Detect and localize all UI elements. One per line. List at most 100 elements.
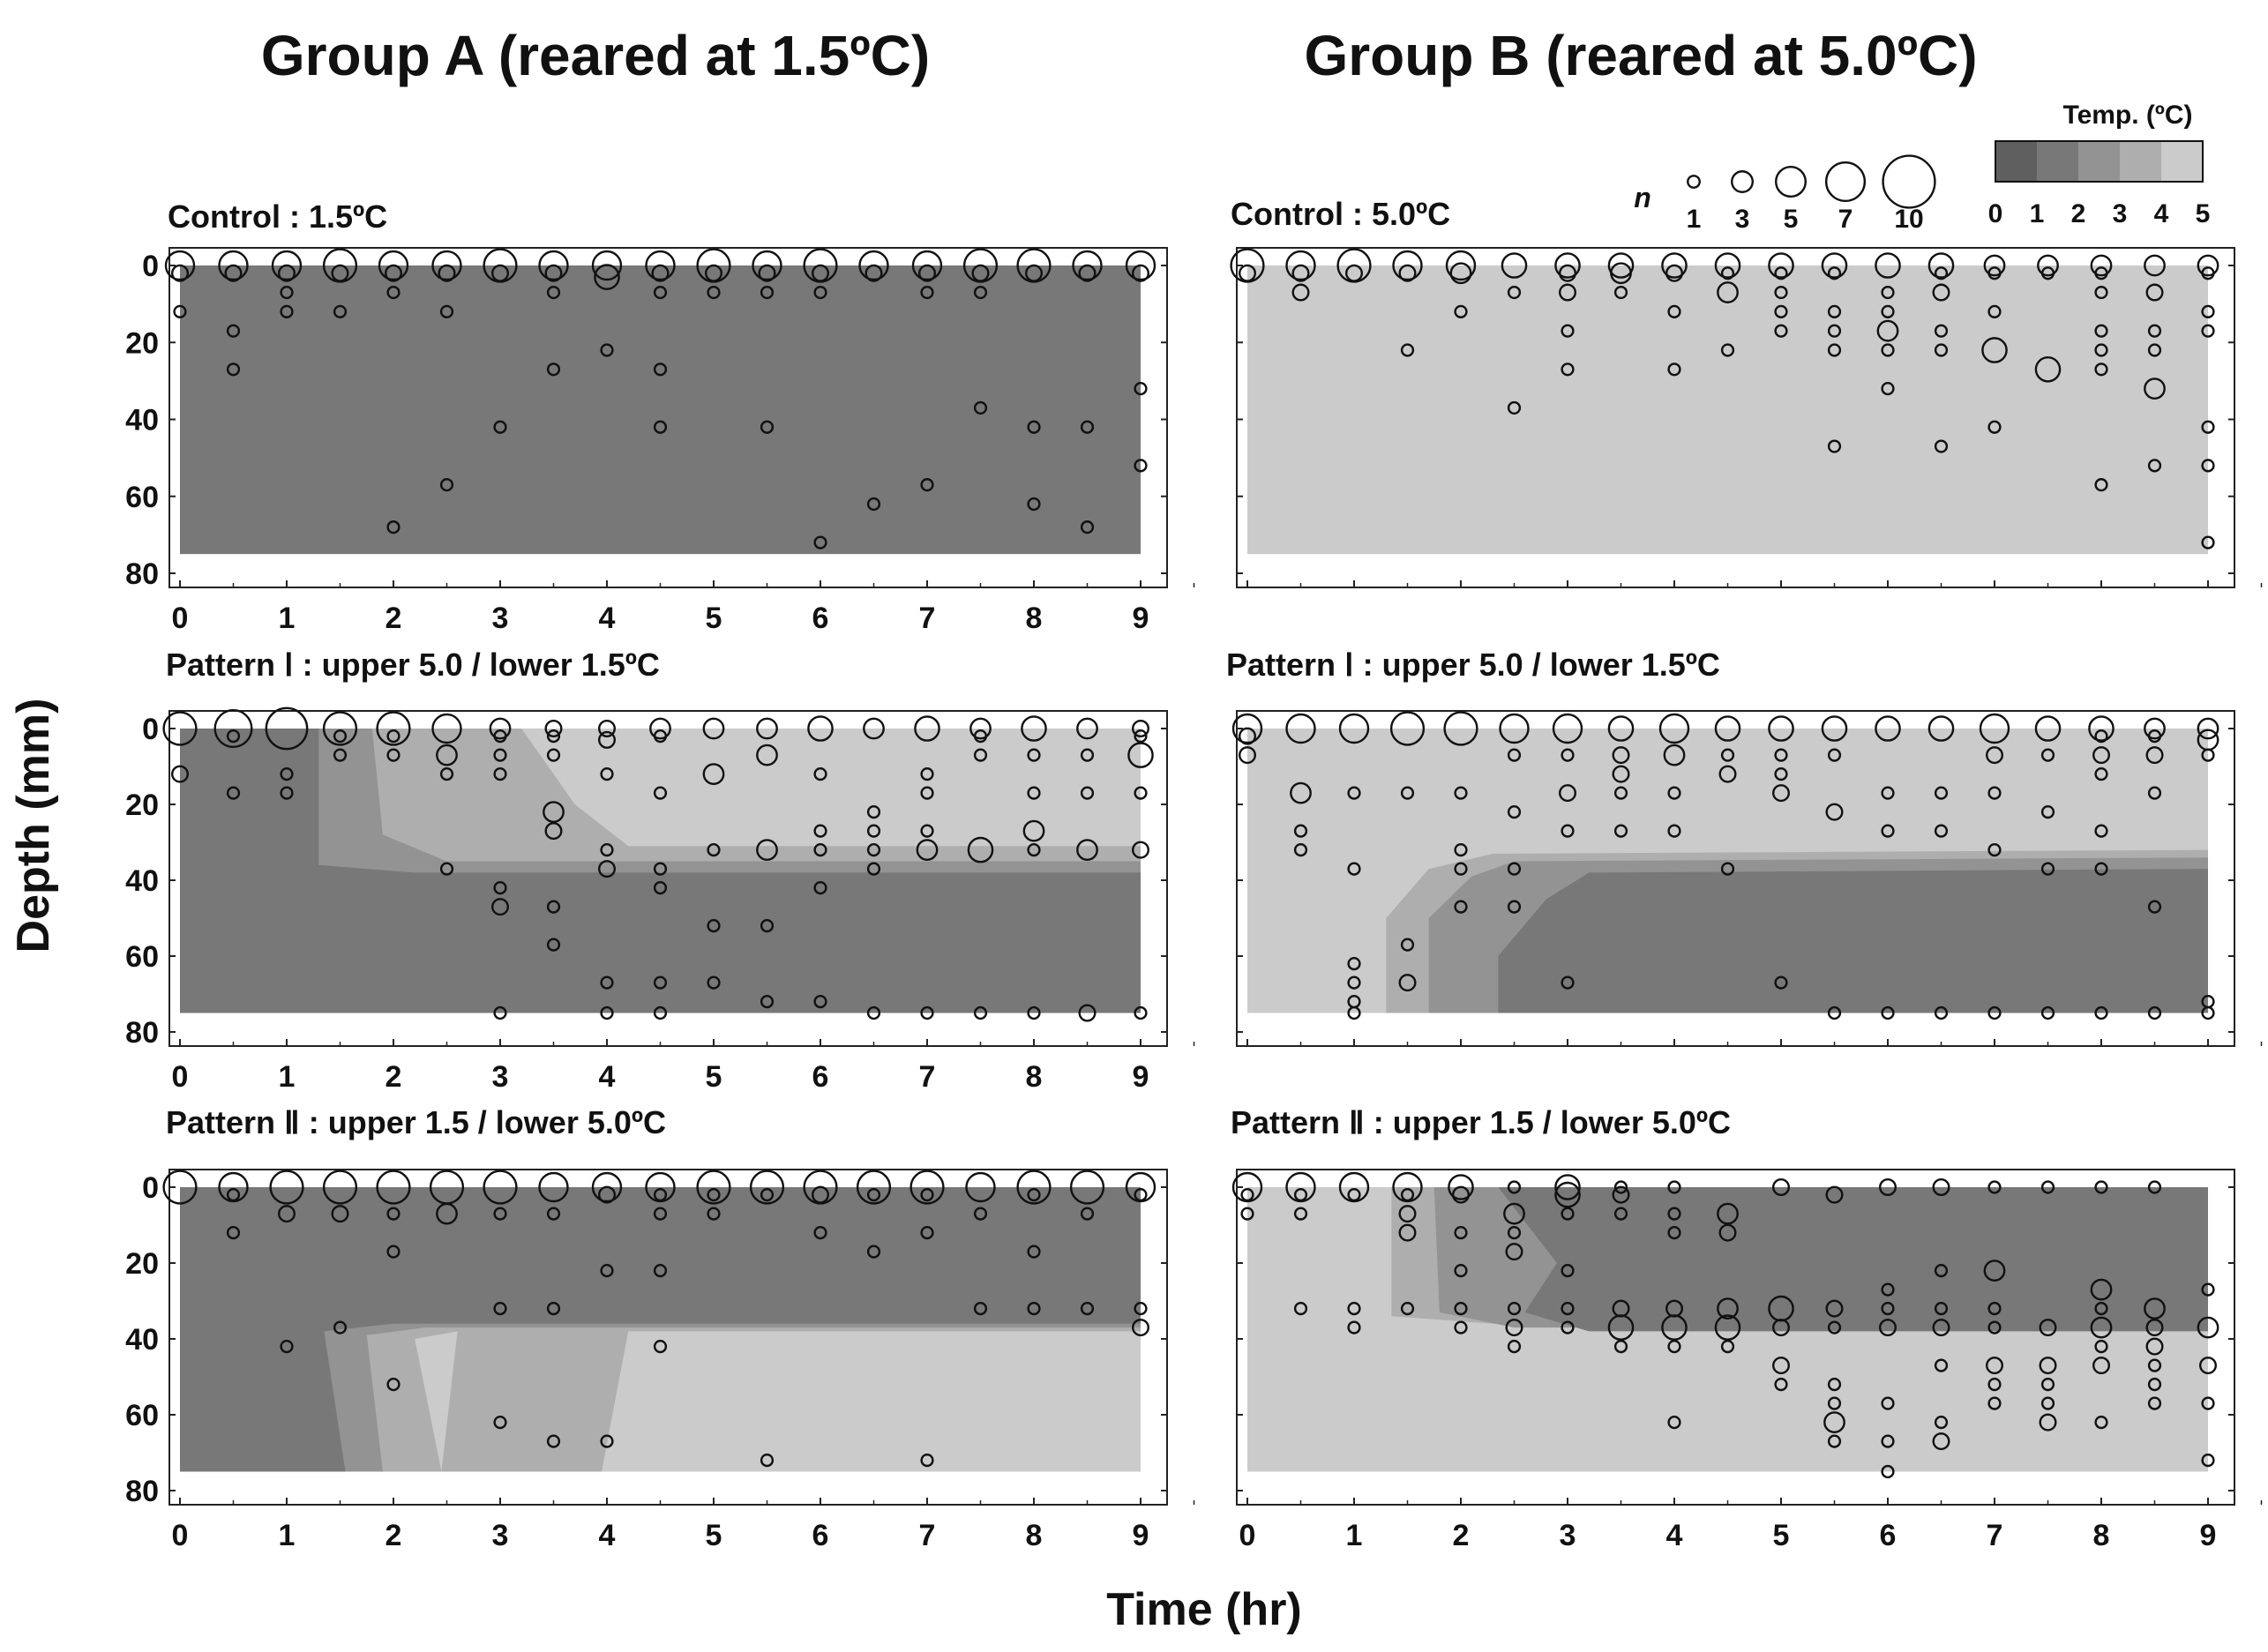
- data-point: [1293, 824, 1308, 838]
- data-point: [1768, 715, 1794, 742]
- data-point: [1613, 786, 1628, 800]
- data-point: [1022, 819, 1045, 842]
- data-point: [1768, 252, 1794, 279]
- data-point: [1454, 900, 1468, 914]
- x-tick-label: 0: [172, 602, 189, 635]
- data-point: [920, 1225, 934, 1240]
- x-tick-label: 3: [492, 1519, 509, 1552]
- data-point: [1338, 713, 1370, 744]
- data-point: [1293, 1301, 1308, 1316]
- data-point: [493, 1415, 507, 1430]
- data-point: [1771, 1357, 1790, 1375]
- temp-legend-tick: 4: [2154, 199, 2169, 228]
- data-point: [1400, 343, 1415, 357]
- data-point: [1027, 1005, 1041, 1020]
- data-point: [2145, 1337, 2164, 1356]
- data-point: [1561, 1263, 1575, 1278]
- panel-1: Control : 1.5ºC 0 1 2 3 4 5 6 7 8 9 0 20 40 60 80: [125, 198, 1195, 635]
- x-tick-label: 4: [599, 1519, 616, 1552]
- data-point: [1825, 1185, 1844, 1204]
- data-point: [2147, 729, 2162, 744]
- data-point: [1080, 1301, 1095, 1316]
- data-point: [1983, 1260, 2006, 1282]
- data-point: [2201, 324, 2215, 338]
- data-point: [1016, 1170, 1052, 1205]
- data-point: [1561, 976, 1575, 990]
- y-tick-label: 80: [125, 1475, 159, 1508]
- x-tick-label: 1: [279, 1519, 296, 1552]
- data-point: [1507, 1301, 1522, 1316]
- data-point: [2147, 1180, 2162, 1194]
- data-point: [546, 1301, 561, 1316]
- data-point: [2037, 254, 2059, 277]
- data-point: [2144, 377, 2166, 400]
- data-point: [493, 420, 507, 434]
- data-point: [1827, 1320, 1842, 1334]
- data-point: [2040, 1005, 2055, 1020]
- data-point: [493, 1005, 507, 1020]
- size-legend-symbol: n: [1634, 182, 1651, 213]
- data-point: [386, 748, 400, 762]
- data-point: [1398, 1205, 1417, 1223]
- data-point: [598, 1185, 617, 1204]
- data-point: [1347, 786, 1361, 800]
- data-point: [807, 715, 834, 742]
- data-point: [1987, 420, 2002, 434]
- data-point: [1934, 1358, 1949, 1372]
- data-point: [1076, 717, 1098, 740]
- data-point: [386, 1377, 400, 1392]
- data-point: [1240, 1187, 1254, 1202]
- data-point: [707, 842, 721, 857]
- x-tick-label: 5: [706, 1519, 722, 1552]
- data-point: [2147, 1358, 2162, 1372]
- data-point: [2040, 1180, 2055, 1194]
- data-point: [436, 1202, 458, 1225]
- data-point: [760, 420, 775, 434]
- data-point: [538, 250, 569, 281]
- data-point: [1080, 520, 1095, 534]
- data-point: [1927, 252, 1955, 279]
- data-point: [600, 343, 614, 357]
- data-point: [1398, 264, 1417, 282]
- data-point: [1932, 1432, 1950, 1451]
- data-point: [170, 765, 189, 783]
- data-point: [1934, 1263, 1949, 1278]
- data-point: [2147, 459, 2162, 473]
- data-point: [2039, 1357, 2057, 1375]
- data-point: [600, 1263, 614, 1278]
- data-point: [1827, 439, 1842, 453]
- y-axis-title: Depth (mm): [8, 699, 59, 953]
- data-point: [2201, 1453, 2215, 1468]
- data-point: [2092, 1357, 2110, 1375]
- temp-legend-tick: 3: [2113, 199, 2128, 228]
- data-point: [1934, 1005, 1949, 1020]
- data-point: [1503, 1202, 1525, 1225]
- data-point: [973, 1005, 988, 1020]
- data-point: [707, 285, 721, 300]
- data-point: [1881, 1301, 1895, 1316]
- data-point: [2094, 1301, 2108, 1316]
- data-point: [971, 264, 990, 282]
- data-point: [546, 748, 561, 762]
- data-point: [707, 918, 721, 933]
- data-point: [1021, 715, 1047, 742]
- data-point: [2201, 1396, 2215, 1410]
- data-point: [756, 839, 778, 861]
- data-point: [2144, 1297, 2166, 1320]
- data-point: [386, 520, 400, 534]
- data-point: [1134, 1187, 1148, 1202]
- data-point: [1934, 1415, 1949, 1430]
- data-point: [1714, 715, 1741, 742]
- data-point: [1876, 319, 1899, 342]
- data-point: [543, 801, 565, 823]
- data-point: [1607, 1314, 1635, 1341]
- data-point: [1344, 264, 1363, 282]
- data-point: [1134, 786, 1148, 800]
- data-point: [1987, 842, 2002, 857]
- y-tick-label: 20: [125, 1247, 159, 1281]
- x-tick-label: 7: [919, 1519, 936, 1552]
- data-point: [1291, 283, 1310, 302]
- data-point: [1347, 862, 1361, 876]
- data-point: [544, 720, 563, 738]
